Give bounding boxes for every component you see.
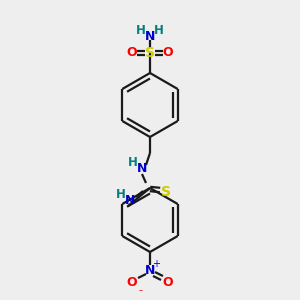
Text: N: N: [145, 263, 155, 277]
Text: N: N: [145, 29, 155, 43]
Text: O: O: [127, 46, 137, 59]
Text: +: +: [152, 259, 160, 269]
Text: O: O: [163, 275, 173, 289]
Text: H: H: [116, 188, 126, 202]
Text: S: S: [145, 46, 155, 60]
Text: H: H: [128, 157, 138, 169]
Text: H: H: [154, 25, 164, 38]
Text: N: N: [125, 194, 135, 208]
Text: -: -: [138, 285, 142, 295]
Text: H: H: [136, 25, 146, 38]
Text: O: O: [163, 46, 173, 59]
Text: S: S: [161, 185, 171, 199]
Text: O: O: [127, 275, 137, 289]
Text: N: N: [137, 163, 147, 176]
